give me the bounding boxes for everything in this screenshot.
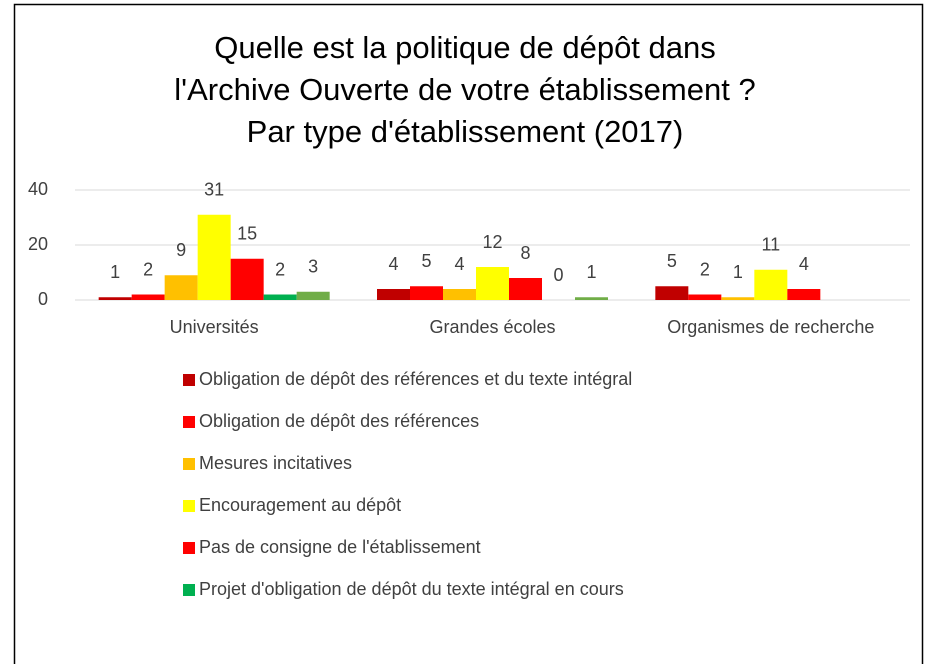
legend-swatch [183, 500, 195, 512]
x-tick-label: Universités [170, 317, 259, 337]
y-tick-label: 40 [28, 179, 48, 199]
chart-title: l'Archive Ouverte de votre établissement… [174, 72, 755, 107]
y-tick-label: 20 [28, 234, 48, 254]
bar [197, 214, 231, 300]
data-label: 2 [275, 259, 285, 279]
bar [98, 297, 132, 300]
data-label: 2 [700, 259, 710, 279]
bar [509, 278, 542, 300]
x-tick-label: Grandes écoles [429, 317, 555, 337]
bar [443, 289, 476, 300]
chart-border [13, 3, 924, 664]
data-label: 11 [761, 235, 780, 255]
bar [230, 258, 264, 300]
bar [377, 289, 410, 300]
data-label: 5 [667, 251, 677, 271]
bar [410, 286, 443, 300]
legend-label: Projet d'obligation de dépôt du texte in… [199, 579, 624, 599]
bar [131, 294, 165, 300]
bar [164, 275, 198, 300]
legend-swatch [183, 584, 195, 596]
bar [476, 267, 509, 300]
legend-label: Mesures incitatives [199, 453, 352, 473]
data-label: 12 [482, 232, 502, 252]
data-label: 8 [520, 243, 530, 263]
data-label: 9 [176, 240, 186, 260]
legend-label: Obligation de dépôt des références [199, 411, 479, 431]
bar [754, 269, 788, 300]
data-label: 0 [553, 265, 563, 285]
bar [655, 286, 689, 300]
bar [263, 294, 297, 300]
legend-swatch [183, 374, 195, 386]
bar [296, 291, 330, 300]
data-label: 4 [454, 254, 464, 274]
x-tick-label: Organismes de recherche [667, 317, 874, 337]
data-label: 2 [143, 259, 153, 279]
data-label: 1 [110, 262, 120, 282]
legend-label: Pas de consigne de l'établissement [199, 537, 481, 557]
data-label: 4 [799, 254, 809, 274]
data-label: 4 [388, 254, 398, 274]
y-tick-label: 0 [38, 289, 48, 309]
data-label: 3 [308, 257, 318, 277]
bar [575, 297, 608, 300]
legend-swatch [183, 542, 195, 554]
chart-title: Quelle est la politique de dépôt dans [214, 30, 716, 65]
chart-title: Par type d'établissement (2017) [247, 114, 684, 149]
bar [721, 297, 755, 300]
data-label: 15 [237, 224, 257, 244]
data-label: 5 [421, 251, 431, 271]
legend-swatch [183, 458, 195, 470]
data-label: 1 [733, 262, 743, 282]
legend-label: Encouragement au dépôt [199, 495, 401, 515]
bar [688, 294, 722, 300]
legend-swatch [183, 416, 195, 428]
data-label: 1 [586, 262, 596, 282]
data-label: 31 [204, 180, 224, 200]
legend-label: Obligation de dépôt des références et du… [199, 369, 632, 389]
bar [787, 289, 821, 300]
